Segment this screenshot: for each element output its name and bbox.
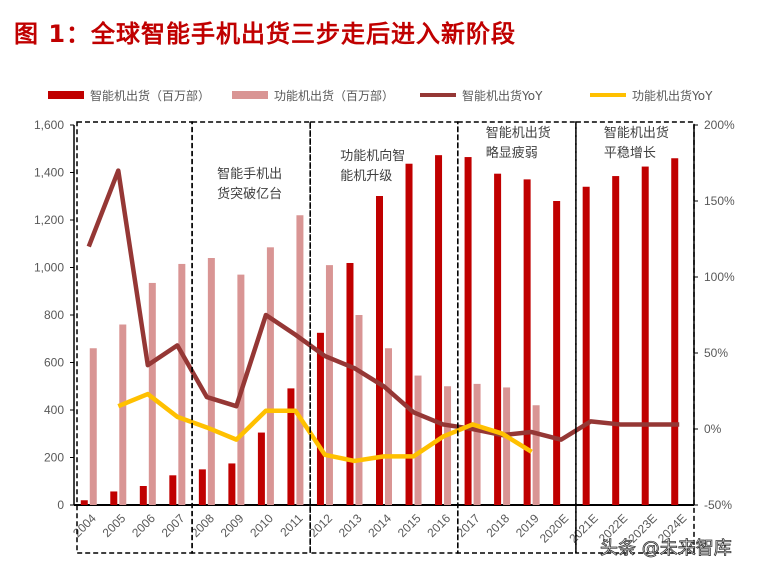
x-tick-label: 2011 bbox=[277, 511, 305, 539]
bar-feature-phone bbox=[119, 324, 127, 505]
phase-label: 智能手机出 bbox=[217, 167, 282, 182]
bar-smartphone bbox=[523, 179, 531, 505]
x-tick-label: 2007 bbox=[159, 511, 188, 540]
figure-title: 图 1：全球智能手机出货三步走后进入新阶段 bbox=[14, 20, 517, 48]
x-tick-label: 2016 bbox=[424, 511, 453, 540]
right-tick-label: 100% bbox=[704, 270, 735, 284]
x-tick-label: 2015 bbox=[395, 511, 424, 540]
right-tick-label: 150% bbox=[704, 194, 735, 208]
bar-smartphone bbox=[169, 475, 177, 505]
phase-box bbox=[575, 121, 695, 554]
legend-label: 功能机出货（百万部） bbox=[274, 88, 394, 103]
phase-label: 功能机向智 bbox=[340, 148, 405, 164]
x-tick-label: 2009 bbox=[218, 511, 247, 540]
bar-feature-phone bbox=[385, 348, 392, 505]
bar-feature-phone bbox=[296, 215, 304, 505]
legend-label: 功能机出货YoY bbox=[632, 88, 713, 103]
left-tick-label: 1,200 bbox=[34, 213, 64, 227]
bar-smartphone bbox=[582, 186, 590, 505]
right-tick-label: -50% bbox=[704, 498, 732, 512]
bar-smartphone bbox=[198, 469, 206, 505]
line-smartphone-yoy bbox=[86, 168, 680, 442]
bar-feature-phone bbox=[325, 265, 333, 505]
legend-swatch bbox=[232, 91, 268, 99]
right-tick-label: 0% bbox=[704, 422, 722, 436]
legend-label: 智能机出货（百万部） bbox=[90, 88, 210, 103]
bar-feature-phone bbox=[148, 282, 156, 505]
bar-smartphone bbox=[464, 157, 472, 505]
x-tick-label: 2013 bbox=[336, 511, 365, 540]
watermark: 头条 @未来智库 bbox=[600, 538, 732, 559]
bar-feature-phone bbox=[266, 247, 274, 505]
left-tick-label: 0 bbox=[57, 498, 64, 512]
bar-smartphone bbox=[641, 166, 649, 505]
bar-feature-phone bbox=[444, 386, 452, 505]
bar-feature-phone bbox=[414, 375, 422, 505]
bar-smartphone bbox=[80, 500, 88, 505]
left-tick-label: 1,600 bbox=[34, 118, 64, 132]
bar-smartphone bbox=[346, 262, 354, 505]
left-tick-label: 1,400 bbox=[34, 166, 64, 180]
bar-feature-phone bbox=[532, 405, 540, 505]
phase-label: 智能机出货 bbox=[604, 125, 669, 141]
phase-box bbox=[191, 121, 311, 554]
right-tick-label: 50% bbox=[704, 346, 728, 360]
phase-label: 能机升级 bbox=[340, 169, 392, 184]
legend-label: 智能机出货YoY bbox=[462, 88, 543, 103]
bar-smartphone bbox=[671, 158, 679, 505]
x-tick-label: 2005 bbox=[100, 511, 129, 540]
x-tick-label: 2004 bbox=[70, 511, 99, 540]
phase-label: 略显疲弱 bbox=[486, 145, 538, 161]
bar-smartphone bbox=[494, 173, 502, 505]
left-tick-label: 600 bbox=[44, 356, 64, 370]
x-tick-label: 2006 bbox=[129, 511, 158, 540]
left-tick-label: 800 bbox=[44, 308, 64, 322]
bar-feature-phone bbox=[355, 315, 363, 505]
x-tick-label: 2014 bbox=[365, 511, 394, 540]
x-tick-label: 2018 bbox=[483, 511, 512, 540]
bar-smartphone bbox=[228, 463, 236, 505]
left-tick-label: 1,000 bbox=[34, 261, 64, 275]
bar-feature-phone bbox=[473, 383, 481, 505]
phase-label: 平稳增长 bbox=[604, 145, 656, 161]
x-tick-label: 2010 bbox=[247, 511, 276, 540]
phase-box bbox=[457, 121, 577, 554]
phase-label: 智能机出货 bbox=[486, 125, 551, 141]
phase-label: 货突破亿台 bbox=[217, 186, 282, 202]
bar-feature-phone bbox=[178, 263, 186, 505]
bar-smartphone bbox=[287, 388, 295, 505]
bar-smartphone bbox=[553, 201, 561, 505]
left-tick-label: 400 bbox=[44, 403, 64, 417]
bar-smartphone bbox=[316, 332, 324, 505]
legend-swatch bbox=[48, 91, 84, 99]
x-tick-label: 2020E bbox=[537, 511, 571, 545]
bar-smartphone bbox=[612, 176, 620, 505]
bar-smartphone bbox=[110, 491, 118, 505]
bar-smartphone bbox=[257, 432, 265, 505]
bar-feature-phone bbox=[207, 258, 215, 505]
bar-feature-phone bbox=[503, 387, 511, 505]
bar-smartphone bbox=[405, 163, 413, 505]
bar-smartphone bbox=[435, 155, 443, 505]
left-tick-label: 200 bbox=[44, 451, 64, 465]
x-tick-label: 2021E bbox=[566, 511, 600, 545]
bar-smartphone bbox=[139, 486, 147, 505]
bar-smartphone bbox=[376, 196, 383, 505]
right-tick-label: 200% bbox=[704, 118, 735, 132]
bar-feature-phone bbox=[89, 348, 97, 505]
